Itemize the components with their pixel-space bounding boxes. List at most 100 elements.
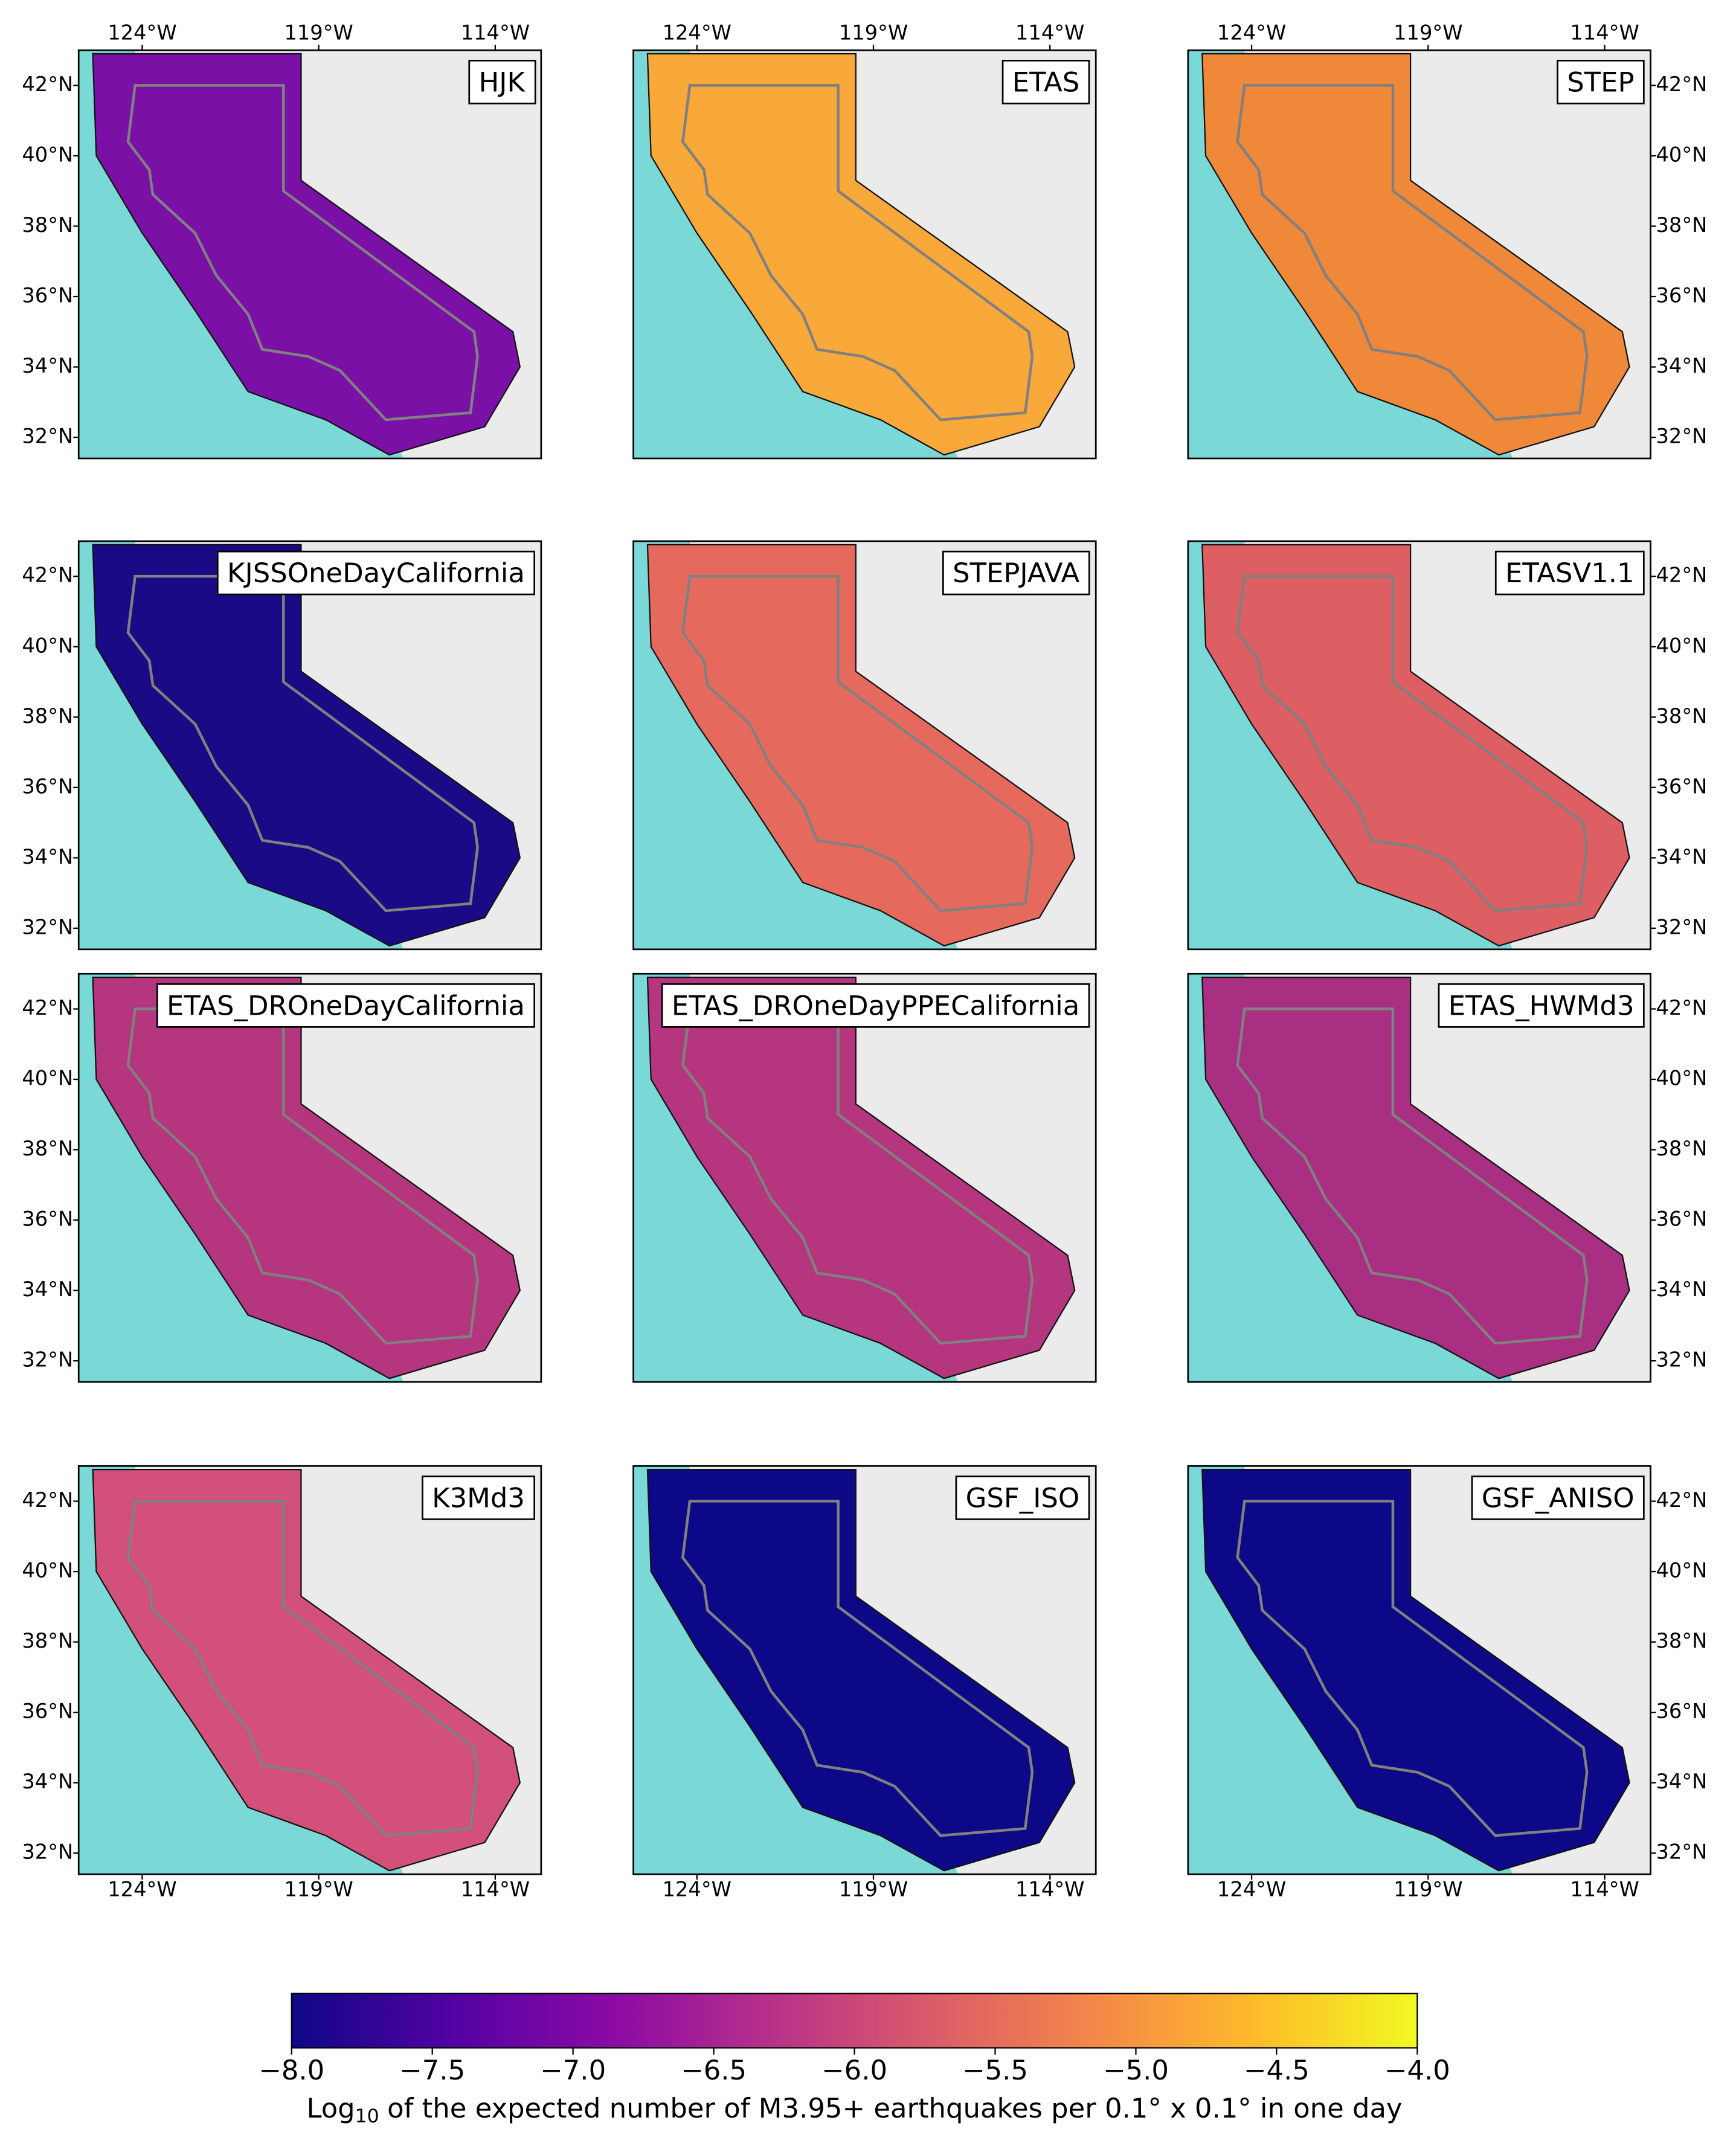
lat-tick-label: 40°N bbox=[22, 1067, 73, 1090]
lon-tick-label: 124°W bbox=[108, 21, 176, 45]
map-panel: ETAS_DROneDayCalifornia42°N40°N38°N36°N3… bbox=[22, 974, 541, 1382]
lon-tick-label: 114°W bbox=[461, 1878, 530, 1901]
lon-tick-label: 114°W bbox=[1015, 21, 1084, 45]
panel-title: ETAS_DROneDayCalifornia bbox=[167, 989, 525, 1021]
colorbar-tick-label: −4.0 bbox=[1384, 2054, 1450, 2086]
colorbar-tick-label: −8.0 bbox=[259, 2054, 324, 2086]
panel-title: GSF_ISO bbox=[966, 1482, 1080, 1514]
lat-tick-label: 40°N bbox=[1656, 1559, 1708, 1582]
map-content bbox=[634, 50, 1096, 458]
lat-tick-label: 36°N bbox=[1656, 774, 1708, 798]
lon-tick-label: 114°W bbox=[1570, 1878, 1639, 1901]
lat-tick-label: 36°N bbox=[22, 1207, 73, 1231]
lat-tick-label: 32°N bbox=[22, 915, 73, 939]
lat-tick-label: 32°N bbox=[1656, 1840, 1708, 1864]
lat-tick-label: 32°N bbox=[22, 1840, 73, 1864]
map-content bbox=[79, 541, 541, 949]
map-content bbox=[1188, 50, 1651, 458]
lat-tick-label: 42°N bbox=[1656, 72, 1708, 96]
panel-title: GSF_ANISO bbox=[1482, 1482, 1635, 1514]
lat-tick-label: 38°N bbox=[1656, 213, 1708, 237]
panel-title: ETASV1.1 bbox=[1505, 557, 1635, 589]
lat-tick-label: 42°N bbox=[1656, 1488, 1708, 1512]
lon-tick-label: 124°W bbox=[1217, 1878, 1286, 1901]
lat-tick-label: 42°N bbox=[1656, 996, 1708, 1020]
lat-tick-label: 34°N bbox=[22, 1277, 73, 1301]
map-panel: KJSSOneDayCalifornia42°N40°N38°N36°N34°N… bbox=[22, 541, 541, 949]
map-panel: ETAS_DROneDayPPECalifornia bbox=[634, 974, 1096, 1382]
colorbar-tick-label: −5.5 bbox=[962, 2054, 1028, 2086]
map-content bbox=[79, 974, 541, 1382]
map-panel: STEP 124°W 119°W 114°W 42°N 40°N 38°N 36°N 34°N 3… bbox=[1188, 21, 1707, 458]
lat-tick-label: 38°N bbox=[22, 1137, 73, 1160]
map-panel: GSF_ISO124°W119°W114°W bbox=[634, 1466, 1096, 1901]
panel-title: STEP bbox=[1567, 66, 1634, 98]
lon-tick-label: 114°W bbox=[1570, 21, 1639, 45]
lat-tick-label: 42°N bbox=[22, 72, 73, 96]
map-content bbox=[1188, 541, 1651, 949]
map-content bbox=[1188, 1466, 1651, 1874]
lat-tick-label: 32°N bbox=[1656, 425, 1708, 448]
map-content bbox=[1188, 974, 1651, 1382]
lat-tick-label: 38°N bbox=[22, 704, 73, 728]
map-content bbox=[634, 541, 1096, 949]
panel-title: KJSSOneDayCalifornia bbox=[227, 557, 525, 589]
lat-tick-label: 32°N bbox=[1656, 915, 1708, 939]
lat-tick-label: 38°N bbox=[1656, 1137, 1708, 1160]
colorbar-tick-label: −5.0 bbox=[1103, 2054, 1169, 2086]
lon-tick-label: 124°W bbox=[1217, 21, 1286, 45]
lat-tick-label: 36°N bbox=[1656, 1700, 1708, 1723]
lat-tick-label: 40°N bbox=[1656, 634, 1708, 657]
lat-tick-label: 42°N bbox=[22, 1488, 73, 1512]
lat-tick-label: 40°N bbox=[22, 1559, 73, 1582]
lat-tick-label: 34°N bbox=[1656, 1277, 1708, 1301]
lat-tick-label: 38°N bbox=[1656, 1629, 1708, 1652]
lat-tick-label: 36°N bbox=[22, 1700, 73, 1723]
figure: HJK 124°W 119°W 114°W 42°N 40°N 38°N 36°N 34°N 32… bbox=[0, 0, 1736, 2155]
panel-title: ETAS bbox=[1012, 66, 1080, 98]
map-content bbox=[634, 1466, 1096, 1874]
colorbar-label-subscript: 10 bbox=[355, 2105, 379, 2127]
colorbar-tick-label: −7.5 bbox=[399, 2054, 465, 2086]
lon-tick-label: 119°W bbox=[839, 1878, 908, 1901]
colorbar-tick-label: −4.5 bbox=[1244, 2054, 1310, 2086]
lon-tick-label: 124°W bbox=[663, 1878, 731, 1901]
panel-title: ETAS_HWMd3 bbox=[1448, 989, 1635, 1021]
lat-tick-label: 38°N bbox=[22, 213, 73, 237]
panel-title: HJK bbox=[478, 66, 526, 98]
panel-title: STEPJAVA bbox=[953, 557, 1079, 589]
lat-tick-label: 34°N bbox=[1656, 845, 1708, 869]
lat-tick-label: 38°N bbox=[22, 1629, 73, 1652]
lat-tick-label: 34°N bbox=[22, 845, 73, 869]
panel-title: K3Md3 bbox=[432, 1482, 525, 1514]
map-panel: STEPJAVA bbox=[634, 541, 1096, 949]
lat-tick-label: 42°N bbox=[22, 564, 73, 587]
lat-tick-label: 34°N bbox=[1656, 1770, 1708, 1793]
lat-tick-label: 40°N bbox=[22, 143, 73, 166]
map-panel: GSF_ANISO 124°W 119°W 114°W 42°N 40°N 38°N 36°N… bbox=[1188, 1466, 1707, 1901]
panel-title: ETAS_DROneDayPPECalifornia bbox=[672, 989, 1079, 1021]
lat-tick-label: 34°N bbox=[22, 354, 73, 377]
lat-tick-label: 34°N bbox=[22, 1770, 73, 1793]
map-content bbox=[79, 1466, 541, 1874]
lon-tick-label: 119°W bbox=[284, 1878, 353, 1901]
lat-tick-label: 40°N bbox=[1656, 143, 1708, 166]
lat-tick-label: 32°N bbox=[1656, 1348, 1708, 1372]
lon-tick-label: 124°W bbox=[663, 21, 731, 45]
lat-tick-label: 36°N bbox=[1656, 1207, 1708, 1231]
map-panel: K3Md3 124°W 119°W 114°W 42°N 40°N 38°N 36°N 34°N… bbox=[22, 1466, 541, 1901]
lon-tick-label: 124°W bbox=[108, 1878, 176, 1901]
map-content bbox=[634, 974, 1096, 1382]
lon-tick-label: 119°W bbox=[839, 21, 908, 45]
lat-tick-label: 36°N bbox=[1656, 284, 1708, 307]
map-content bbox=[79, 50, 541, 458]
lon-tick-label: 119°W bbox=[1394, 21, 1462, 45]
lat-tick-label: 34°N bbox=[1656, 354, 1708, 377]
colorbar-tick-label: −6.0 bbox=[821, 2054, 887, 2086]
lon-tick-label: 119°W bbox=[1394, 1878, 1462, 1901]
lat-tick-label: 40°N bbox=[22, 634, 73, 657]
colorbar-label-text: of the expected number of M3.95+ earthqu… bbox=[387, 2092, 1402, 2124]
